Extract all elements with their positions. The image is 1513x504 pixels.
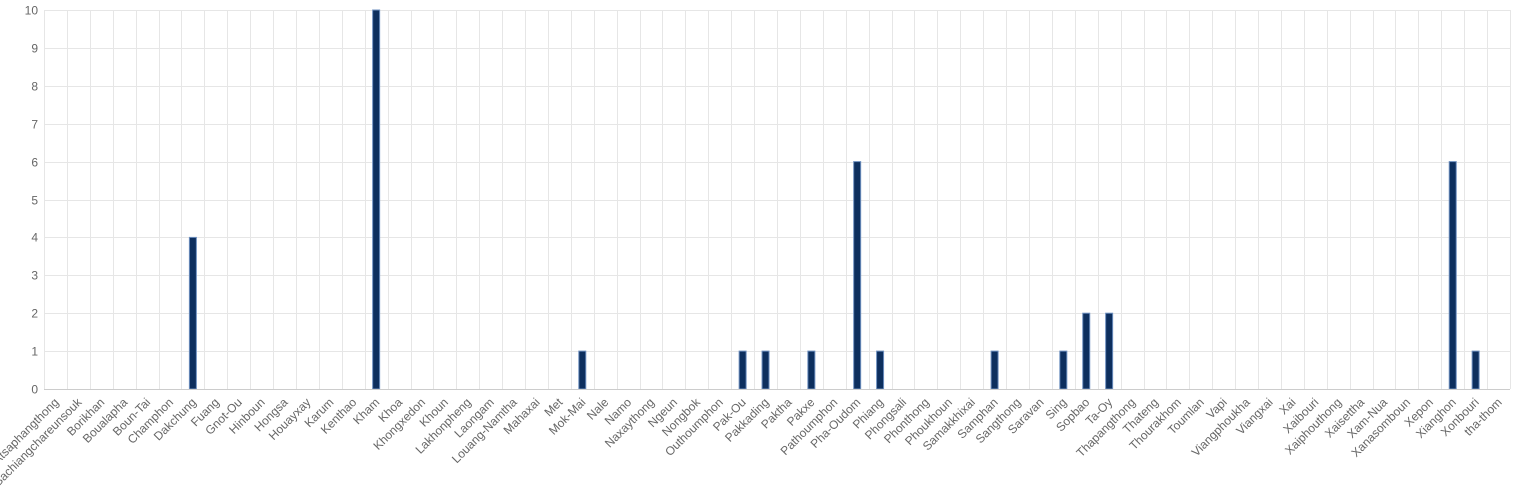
y-axis-ticks: 0 1 2 3 4 5 6 7 8 9 10 bbox=[25, 4, 39, 397]
bar bbox=[807, 350, 816, 390]
bar bbox=[578, 350, 587, 390]
y-tick-label: 3 bbox=[31, 269, 38, 283]
y-tick-label: 1 bbox=[31, 345, 38, 359]
bars bbox=[188, 9, 1480, 390]
bar bbox=[853, 161, 862, 390]
y-tick-label: 4 bbox=[31, 231, 38, 245]
bar bbox=[761, 350, 770, 390]
y-tick-label: 2 bbox=[31, 307, 38, 321]
bar bbox=[1448, 161, 1457, 390]
bar bbox=[990, 350, 999, 390]
x-axis-ticks: AtsaphangthongBachiangchareunsoukBorikha… bbox=[0, 395, 1505, 490]
y-tick-label: 7 bbox=[31, 118, 38, 132]
bar bbox=[1471, 350, 1480, 390]
bar bbox=[188, 236, 197, 390]
bar bbox=[372, 9, 381, 390]
bar bbox=[876, 350, 885, 390]
bar bbox=[1105, 312, 1114, 390]
bar bbox=[738, 350, 747, 390]
y-tick-label: 10 bbox=[25, 4, 39, 18]
y-tick-label: 0 bbox=[31, 383, 38, 397]
bar bbox=[1059, 350, 1068, 390]
y-tick-label: 5 bbox=[31, 194, 38, 208]
y-tick-label: 9 bbox=[31, 42, 38, 56]
x-tick-label: Kham bbox=[350, 395, 382, 427]
y-tick-label: 8 bbox=[31, 80, 38, 94]
y-tick-label: 6 bbox=[31, 156, 38, 170]
bar bbox=[1082, 312, 1091, 390]
grid bbox=[44, 10, 1511, 390]
